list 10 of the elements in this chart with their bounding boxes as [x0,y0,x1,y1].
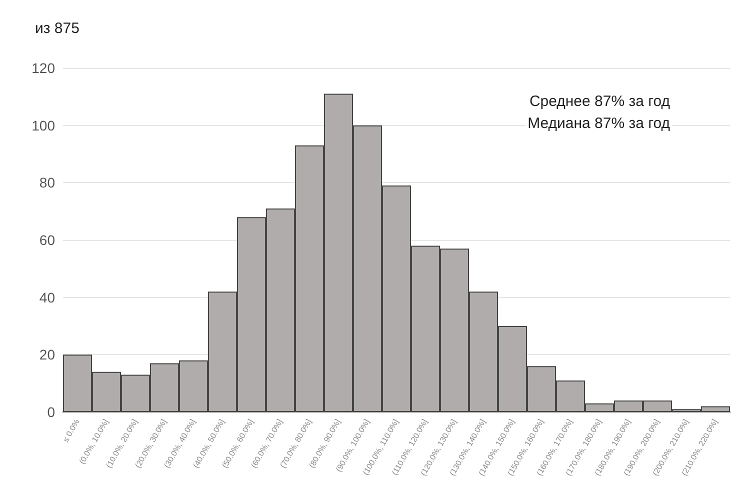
y-tick-label: 40 [39,289,56,306]
y-tick-label: 80 [39,174,56,191]
y-tick-label: 60 [39,232,56,248]
y-tick-label: 20 [39,346,56,363]
y-tick-label: 100 [32,117,56,134]
y-tick-label: 0 [47,404,56,420]
y-tick-label: 120 [32,60,56,76]
annotation: Среднее 87% за год [529,93,670,110]
annotation: Медиана 87% за год [528,115,670,132]
chart-title: из 875 [35,20,80,37]
